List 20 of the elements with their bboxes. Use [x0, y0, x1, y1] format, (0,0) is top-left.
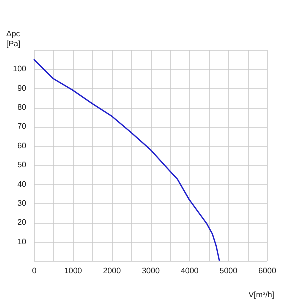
x-tick-label: 6000 — [258, 266, 277, 276]
y-tick-label: 40 — [18, 180, 28, 189]
line-series — [33, 58, 220, 262]
x-tick-label: 3000 — [142, 266, 160, 276]
y-tick-label: 60 — [18, 141, 28, 150]
y-tick-label: 70 — [18, 122, 28, 132]
y-tick-label: 30 — [18, 198, 28, 208]
y-tick-label: 80 — [18, 103, 28, 112]
y-axis-title: Δpc [Pa] — [6, 30, 21, 48]
x-axis-title: V[m³/h] — [248, 290, 274, 300]
y-tick-label: 100 — [13, 64, 28, 74]
x-tick-label: 4000 — [180, 266, 200, 276]
x-tick-label: 5000 — [220, 266, 238, 276]
y-tick-label: 10 — [18, 237, 28, 246]
x-tick-label: 0 — [32, 266, 38, 276]
y-tick-label: 90 — [18, 84, 28, 93]
x-tick-label: 2000 — [103, 266, 122, 276]
y-tick-label: 50 — [18, 160, 28, 170]
x-tick-label: 1000 — [64, 266, 83, 276]
y-tick-label: 20 — [18, 218, 28, 228]
